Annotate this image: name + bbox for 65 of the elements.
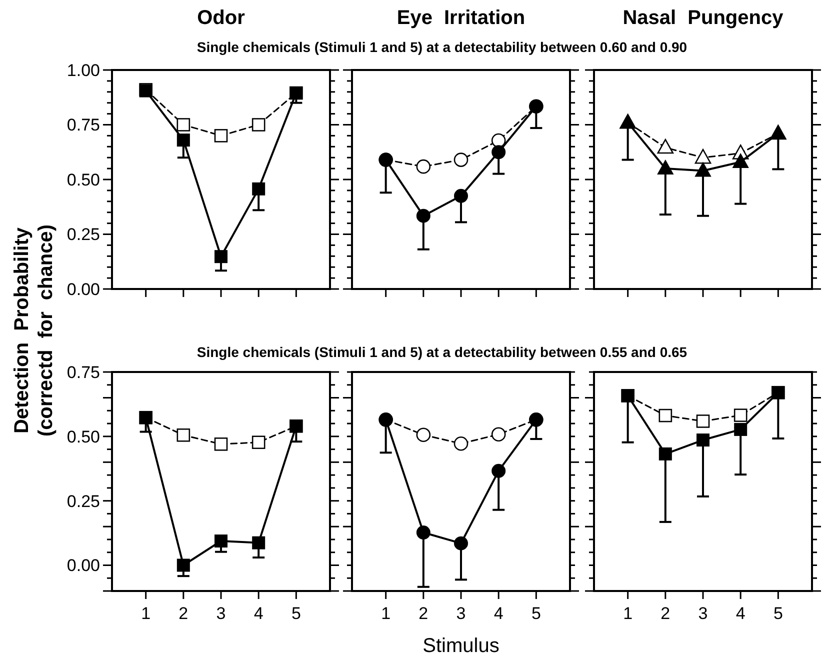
point bbox=[492, 145, 506, 160]
x-tick-label: 1 bbox=[141, 604, 151, 623]
y-tick-label: 0.50 bbox=[66, 427, 100, 446]
point bbox=[732, 153, 749, 168]
point bbox=[176, 428, 190, 442]
point bbox=[657, 160, 674, 175]
x-tick-label: 2 bbox=[418, 604, 428, 623]
point bbox=[252, 118, 266, 132]
point bbox=[214, 534, 228, 548]
y-tick-label: 0.00 bbox=[66, 556, 100, 576]
y-tick-label: 0.25 bbox=[66, 225, 100, 244]
point bbox=[454, 536, 468, 550]
text: Single chemicals (Stimuli 1 and 5) at a detectability between 0.55 and 0.65 bbox=[196, 344, 688, 360]
point bbox=[416, 428, 431, 442]
point bbox=[252, 436, 266, 449]
x-tick-label: 5 bbox=[773, 604, 783, 623]
x-tick-label: 2 bbox=[660, 604, 670, 623]
point bbox=[658, 447, 672, 460]
point bbox=[454, 152, 468, 167]
y-tick-label: 0.75 bbox=[66, 116, 100, 135]
x-tick-label: 4 bbox=[494, 604, 504, 623]
point bbox=[694, 148, 712, 164]
x-tick-label: 1 bbox=[623, 604, 633, 623]
chart-title: Eye Irritation bbox=[396, 7, 526, 29]
point bbox=[734, 422, 748, 436]
x-tick-label: 5 bbox=[531, 604, 541, 623]
point bbox=[695, 162, 711, 177]
point bbox=[734, 408, 748, 422]
x-tick-label: 3 bbox=[216, 604, 226, 623]
point bbox=[176, 134, 190, 147]
x-tick-label: 3 bbox=[698, 604, 708, 623]
x-tick-label: 3 bbox=[456, 604, 466, 623]
point bbox=[416, 526, 430, 540]
point bbox=[416, 159, 431, 174]
point bbox=[252, 536, 266, 550]
chart-title: Nasal Pungency bbox=[622, 7, 784, 29]
y-tick-label: 0.00 bbox=[66, 280, 100, 299]
point bbox=[491, 427, 506, 442]
x-axis-title: Stimulus bbox=[422, 635, 500, 657]
point bbox=[214, 129, 228, 142]
y-tick-label: 0.75 bbox=[66, 362, 100, 382]
x-tick-label: 4 bbox=[254, 604, 264, 623]
point bbox=[252, 182, 266, 196]
point bbox=[454, 188, 468, 203]
x-tick-label: 1 bbox=[381, 604, 391, 623]
point bbox=[696, 434, 710, 447]
point bbox=[454, 436, 468, 451]
y-tick-label: 0.25 bbox=[66, 492, 100, 511]
point bbox=[658, 408, 672, 422]
point bbox=[176, 558, 190, 572]
point bbox=[492, 464, 506, 478]
y-tick-label: 0.50 bbox=[66, 170, 100, 190]
x-tick-label: 4 bbox=[736, 604, 746, 623]
point bbox=[176, 118, 190, 132]
point bbox=[416, 208, 430, 223]
point bbox=[214, 250, 228, 264]
x-tick-label: 2 bbox=[178, 604, 188, 623]
chart-title: Odor bbox=[197, 7, 246, 29]
text: Single chemicals (Stimuli 1 and 5) at a detectability between 0.60 and 0.90 bbox=[196, 39, 688, 55]
point bbox=[696, 414, 710, 428]
x-tick-label: 5 bbox=[291, 604, 301, 623]
y-axis-title: Detection Probability (correctd for chance) bbox=[11, 224, 57, 437]
y-tick-label: 1.00 bbox=[66, 60, 100, 80]
point bbox=[657, 138, 674, 154]
point bbox=[214, 437, 228, 451]
